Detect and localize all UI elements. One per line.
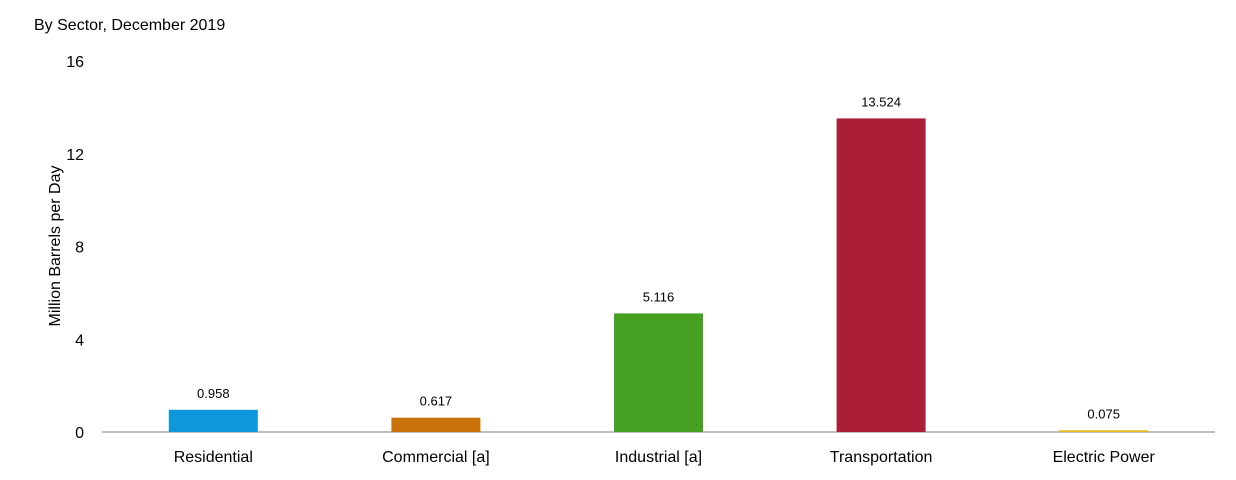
x-tick-label: Commercial [a] — [382, 449, 490, 466]
chart-subtitle: By Sector, December 2019 — [34, 17, 226, 34]
bars-group — [168, 118, 1149, 433]
data-label: 0.958 — [197, 386, 230, 401]
bar-electric-power — [1059, 430, 1149, 432]
data-label: 13.524 — [861, 94, 901, 109]
x-tick-label: Residential — [174, 449, 253, 466]
bar-industrial-a — [614, 313, 703, 432]
bar-transportation — [836, 118, 926, 433]
x-tick-label: Transportation — [830, 449, 933, 466]
data-label: 0.617 — [420, 394, 453, 409]
x-tick-label: Electric Power — [1053, 449, 1156, 466]
y-tick-label: 8 — [75, 240, 84, 257]
y-tick-label: 16 — [66, 54, 84, 71]
y-axis-ticks: 0 4 8 12 16 — [66, 54, 84, 442]
bar-commercial-a — [391, 417, 481, 432]
x-tick-label: Industrial [a] — [615, 449, 702, 466]
y-tick-label: 0 — [75, 425, 84, 442]
data-label: 0.075 — [1087, 406, 1120, 421]
bar-residential — [168, 409, 258, 432]
data-label: 5.116 — [643, 289, 675, 304]
x-axis-tick-labels: Residential Commercial [a] Industrial [a] T… — [174, 449, 1156, 466]
y-tick-label: 12 — [66, 147, 84, 164]
y-axis-label: Million Barrels per Day — [47, 166, 64, 327]
data-labels-group: 0.958 0.617 5.116 13.524 0.075 — [197, 94, 1120, 421]
y-tick-label: 4 — [75, 332, 84, 349]
